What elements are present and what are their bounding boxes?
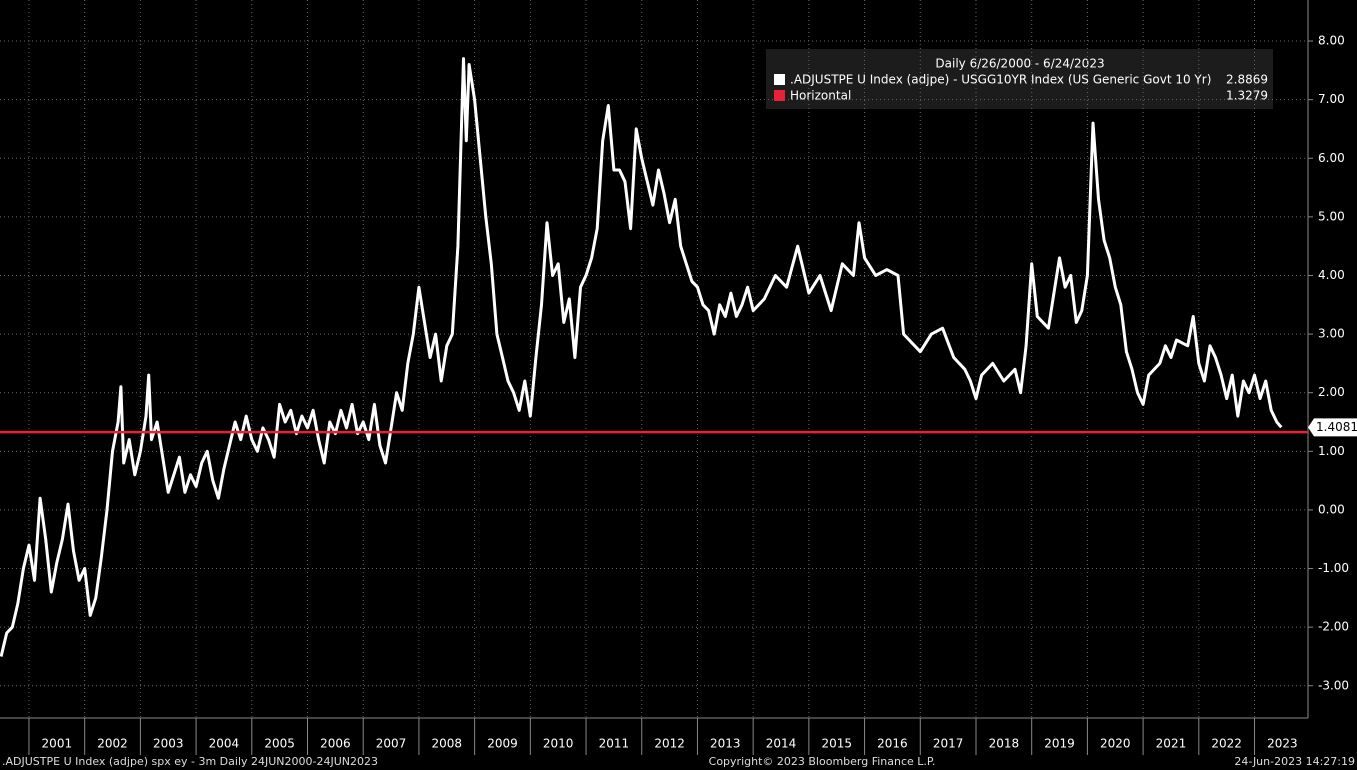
x-tick-label: 2017 — [933, 737, 964, 751]
x-tick-label: 2004 — [209, 737, 240, 751]
footer-right: 24-Jun-2023 14:27:19 — [1234, 755, 1355, 768]
x-tick-label: 2011 — [599, 737, 630, 751]
legend-value: 2.8869 — [1226, 73, 1268, 87]
x-tick-label: 2010 — [543, 737, 574, 751]
x-tick-label: 2019 — [1044, 737, 1075, 751]
x-tick-label: 2021 — [1156, 737, 1187, 751]
x-tick-label: 2022 — [1211, 737, 1242, 751]
legend-title: Daily 6/26/2000 - 6/24/2023 — [935, 57, 1104, 71]
x-tick-label: 2012 — [654, 737, 685, 751]
y-tick-label: 0.00 — [1318, 502, 1345, 516]
x-tick-label: 2009 — [487, 737, 518, 751]
last-value-label: 1.4081 — [1316, 420, 1357, 434]
y-tick-label: 6.00 — [1318, 151, 1345, 165]
y-tick-label: 5.00 — [1318, 209, 1345, 223]
x-tick-label: 2006 — [320, 737, 351, 751]
x-tick-label: 2003 — [153, 737, 184, 751]
x-tick-label: 2020 — [1100, 737, 1131, 751]
y-tick-label: -2.00 — [1318, 620, 1349, 634]
x-tick-label: 2015 — [821, 737, 852, 751]
legend-box — [766, 49, 1273, 109]
x-tick-label: 2005 — [264, 737, 295, 751]
y-tick-label: 4.00 — [1318, 268, 1345, 282]
x-tick-label: 2002 — [97, 737, 128, 751]
x-tick-label: 2014 — [766, 737, 797, 751]
y-tick-label: 8.00 — [1318, 34, 1345, 48]
legend-swatch — [774, 74, 785, 85]
y-tick-label: 2.00 — [1318, 385, 1345, 399]
x-tick-label: 2008 — [431, 737, 462, 751]
y-tick-label: 7.00 — [1318, 92, 1345, 106]
x-tick-label: 2023 — [1267, 737, 1298, 751]
legend-label: Horizontal — [790, 89, 851, 103]
y-tick-label: -1.00 — [1318, 561, 1349, 575]
x-tick-label: 2018 — [989, 737, 1020, 751]
last-value-tag — [1308, 418, 1357, 437]
legend-value: 1.3279 — [1226, 89, 1268, 103]
x-tick-label: 2016 — [877, 737, 908, 751]
footer-center: Copyright© 2023 Bloomberg Finance L.P. — [709, 755, 936, 768]
x-tick-label: 2007 — [376, 737, 407, 751]
footer-left: .ADJUSTPE U Index (adjpe) spx ey - 3m Da… — [2, 755, 378, 768]
series-line — [0, 57, 1283, 657]
y-tick-label: 3.00 — [1318, 327, 1345, 341]
y-tick-label: -3.00 — [1318, 678, 1349, 692]
legend-label: .ADJUSTPE U Index (adjpe) - USGG10YR Ind… — [790, 73, 1211, 87]
x-tick-label: 2001 — [42, 737, 73, 751]
legend-swatch — [774, 90, 785, 101]
y-tick-label: 1.00 — [1318, 444, 1345, 458]
x-tick-label: 2013 — [710, 737, 741, 751]
